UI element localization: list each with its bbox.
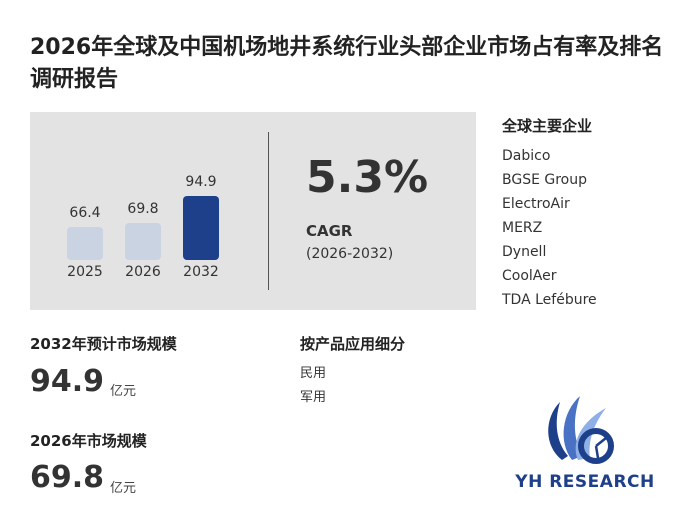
current-value: 69.8 bbox=[30, 460, 105, 495]
segment-item: 军用 bbox=[300, 390, 327, 405]
company-item: BGSE Group bbox=[502, 172, 588, 188]
cagr-range: (2026-2032) bbox=[306, 246, 394, 262]
segment-item: 民用 bbox=[300, 366, 327, 381]
cagr-value: 5.3% bbox=[306, 152, 429, 203]
bar-value-label: 66.4 bbox=[69, 204, 101, 221]
forecast-unit: 亿元 bbox=[110, 384, 137, 399]
logo-mark-icon bbox=[548, 396, 614, 464]
companies-title: 全球主要企业 bbox=[502, 117, 593, 135]
report-title: 2026年全球及中国机场地井系统行业头部企业市场占有率及排名调研报告 bbox=[30, 35, 664, 92]
bar-2032 bbox=[183, 196, 219, 260]
company-item: MERZ bbox=[502, 220, 543, 236]
bar-year-label: 2025 bbox=[67, 264, 103, 280]
company-item: CoolAer bbox=[502, 268, 557, 284]
bar-2025 bbox=[67, 226, 103, 260]
bar-value-label: 94.9 bbox=[185, 174, 217, 191]
forecast-value: 94.9 bbox=[30, 364, 105, 399]
company-item: ElectroAir bbox=[502, 196, 570, 212]
company-list: Dabico BGSE Group ElectroAir MERZ Dynell… bbox=[502, 144, 597, 312]
segments-title: 按产品应用细分 bbox=[300, 335, 406, 353]
company-item: Dynell bbox=[502, 244, 547, 260]
bar-year-label: 2026 bbox=[125, 264, 161, 280]
brand-logo: YH RESEARCH bbox=[510, 390, 660, 500]
forecast-label: 2032年预计市场规模 bbox=[30, 335, 177, 353]
logo-text: YH RESEARCH bbox=[515, 472, 655, 492]
panel-divider bbox=[268, 132, 269, 290]
current-unit: 亿元 bbox=[110, 481, 137, 496]
cagr-label: CAGR bbox=[306, 222, 353, 240]
segment-list: 民用 军用 bbox=[300, 362, 326, 410]
bar-year-label: 2032 bbox=[183, 264, 219, 280]
company-item: TDA Lefébure bbox=[502, 292, 597, 308]
current-label: 2026年市场规模 bbox=[30, 432, 147, 450]
bar-value-label: 69.8 bbox=[127, 200, 159, 217]
company-item: Dabico bbox=[502, 148, 551, 164]
market-size-panel: 66.4 2025 69.8 2026 94.9 2032 5.3% CAGR (2026… bbox=[30, 112, 476, 310]
bar-2026 bbox=[125, 222, 161, 260]
